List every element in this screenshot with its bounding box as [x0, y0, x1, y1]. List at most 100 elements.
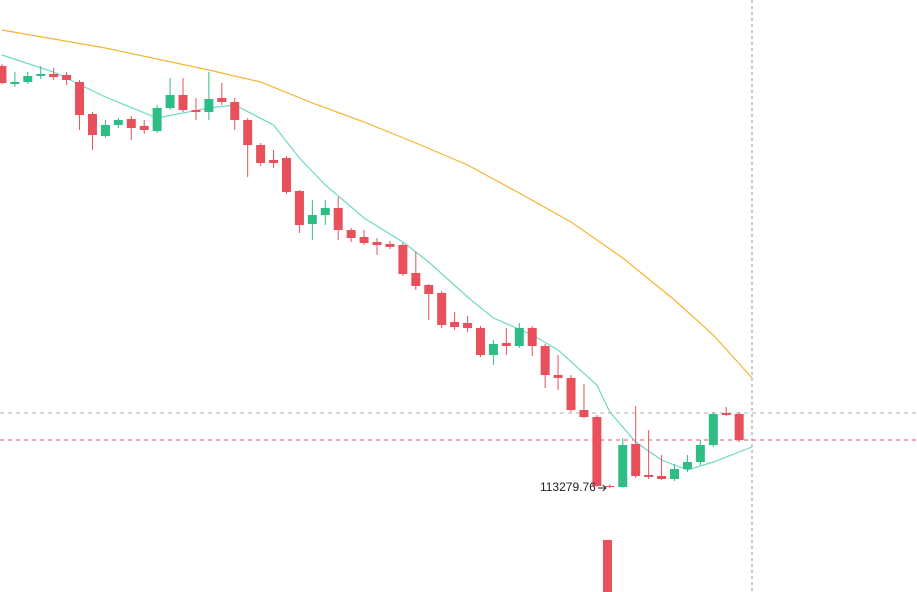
candle-body	[618, 445, 628, 487]
candle	[592, 415, 602, 487]
candle-body	[669, 469, 679, 479]
candle	[488, 340, 498, 365]
candle	[152, 105, 162, 133]
candle-body	[644, 475, 654, 477]
candle-body	[294, 191, 304, 225]
candle-body	[475, 328, 485, 355]
candle	[23, 72, 33, 84]
candle-body	[152, 108, 162, 131]
candle	[618, 438, 628, 488]
candle	[708, 412, 718, 447]
candle-body	[527, 328, 537, 346]
candle	[695, 440, 705, 465]
candle	[269, 150, 279, 168]
candle-body	[165, 95, 175, 108]
candle-body	[398, 245, 408, 274]
candle-body	[269, 160, 279, 163]
candle	[669, 464, 679, 481]
candle-body	[734, 414, 744, 440]
candle-body	[721, 413, 731, 415]
candle-body	[87, 114, 97, 135]
candle-body	[217, 98, 227, 102]
candle	[113, 118, 123, 128]
candle-body	[682, 462, 692, 469]
candle	[631, 406, 641, 478]
candle	[62, 72, 72, 85]
candle-body	[411, 273, 421, 286]
candle-body	[501, 343, 511, 346]
candle-body	[657, 476, 667, 479]
candle	[450, 312, 460, 330]
candle	[178, 78, 188, 112]
candle-body	[385, 244, 395, 247]
candle-body	[23, 76, 33, 82]
candle	[527, 326, 537, 356]
candle	[204, 72, 214, 120]
candle	[475, 326, 485, 357]
candle	[243, 118, 253, 177]
low-price-label: 113279.76	[540, 480, 596, 494]
candle	[605, 484, 615, 489]
candle-body	[631, 444, 641, 476]
candle	[346, 228, 356, 242]
candle	[10, 72, 20, 87]
candle-body	[191, 110, 201, 112]
candle-body	[540, 346, 550, 375]
candle	[385, 241, 395, 249]
candle	[514, 323, 524, 348]
candle-body	[346, 230, 356, 238]
candle	[36, 66, 46, 79]
candle-body	[10, 82, 20, 84]
candle	[463, 316, 473, 332]
candle	[49, 68, 59, 80]
candle	[307, 200, 317, 240]
candle-body	[450, 322, 460, 327]
candle	[87, 112, 97, 150]
candle-body	[488, 344, 498, 355]
candle	[566, 375, 576, 412]
candle	[540, 344, 550, 388]
candle	[657, 455, 667, 480]
candle	[294, 190, 304, 233]
candle-body	[126, 119, 136, 128]
candle-body	[463, 323, 473, 328]
moving-average-line	[1, 54, 753, 471]
candle	[437, 291, 447, 328]
moving-average-line	[1, 29, 753, 379]
candle	[139, 120, 149, 134]
candle-body	[579, 410, 589, 417]
low-price-arrow	[597, 484, 607, 492]
candle	[191, 98, 201, 120]
candle-body	[113, 120, 123, 125]
candle	[75, 80, 85, 130]
candle-body	[553, 375, 563, 378]
candle-body	[592, 417, 602, 486]
candle-body	[281, 158, 291, 192]
candle-body	[359, 237, 369, 243]
candle-body	[605, 486, 615, 487]
candle	[281, 156, 291, 194]
candle	[501, 328, 511, 355]
candle	[256, 143, 266, 166]
candle-body	[514, 328, 524, 346]
candle	[333, 197, 343, 240]
candle-body	[62, 75, 72, 80]
candle	[100, 120, 110, 138]
candle-body	[204, 99, 214, 112]
candle	[217, 83, 227, 105]
candle-body	[372, 242, 382, 245]
candle	[411, 252, 421, 290]
candle	[721, 407, 731, 416]
candle	[0, 64, 7, 84]
candle	[553, 355, 563, 390]
candle-body	[36, 74, 46, 76]
candle-body	[424, 285, 434, 294]
candle	[165, 78, 175, 110]
candle	[372, 238, 382, 255]
candle	[359, 230, 369, 245]
candle	[424, 284, 434, 320]
candle-body	[139, 126, 149, 130]
candle-body	[437, 293, 447, 325]
